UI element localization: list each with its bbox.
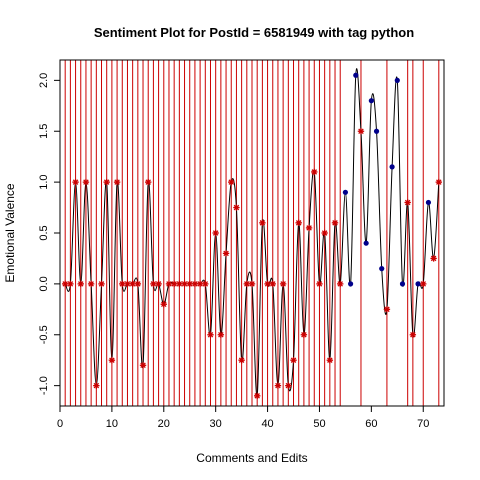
data-points xyxy=(61,72,443,400)
edit-point xyxy=(222,250,230,257)
edit-point xyxy=(253,392,261,400)
edit-point xyxy=(435,178,443,186)
vertical-marker-lines xyxy=(64,60,440,406)
y-axis-label: Emotional Valence xyxy=(3,183,17,282)
edit-point xyxy=(113,178,121,186)
y-axis: -1.0 -0.5 0.0 0.5 1.0 1.5 2.0 xyxy=(38,73,61,395)
chart-title: Sentiment Plot for PostId = 6581949 with… xyxy=(94,25,414,40)
edit-point xyxy=(217,331,225,338)
y-tick-label: 2.0 xyxy=(38,73,50,88)
edit-point xyxy=(311,168,318,176)
edit-point xyxy=(300,331,308,338)
x-tick-label: 40 xyxy=(261,418,273,430)
edit-point xyxy=(67,280,74,288)
edit-point xyxy=(290,357,297,364)
y-tick-label: -1.0 xyxy=(38,376,50,395)
x-tick-label: 60 xyxy=(365,418,377,430)
y-tick-label: 1.0 xyxy=(38,174,50,189)
edit-point xyxy=(134,280,142,288)
edit-point xyxy=(321,229,328,237)
edit-point xyxy=(181,280,188,288)
edit-point xyxy=(383,306,391,313)
comment-point xyxy=(379,266,385,272)
edit-point xyxy=(326,357,334,364)
comment-point xyxy=(342,189,349,195)
edit-point xyxy=(248,280,256,288)
edit-point xyxy=(155,280,162,288)
edit-point xyxy=(98,280,105,288)
edit-point xyxy=(238,357,245,364)
edit-point xyxy=(77,280,84,288)
edit-point xyxy=(295,219,302,227)
x-tick-label: 0 xyxy=(57,418,63,430)
comment-point xyxy=(347,281,354,287)
y-tick-label: 0.5 xyxy=(38,225,50,240)
comment-point xyxy=(373,128,380,134)
edit-point xyxy=(233,204,240,211)
edit-point xyxy=(337,280,344,288)
x-tick-label: 50 xyxy=(313,418,325,430)
y-tick-label: 1.5 xyxy=(38,124,50,139)
edit-point xyxy=(228,178,235,186)
edit-point xyxy=(93,382,100,389)
x-axis-label: Comments and Edits xyxy=(196,451,307,465)
comment-point xyxy=(415,281,421,287)
comment-point xyxy=(389,164,395,170)
edit-point xyxy=(191,280,199,288)
edit-point xyxy=(274,382,282,389)
edit-point xyxy=(404,199,411,206)
edit-point xyxy=(259,219,266,227)
edit-point xyxy=(82,178,90,186)
y-tick-label: -0.5 xyxy=(38,325,50,344)
edit-point xyxy=(430,255,437,262)
comment-point xyxy=(368,98,374,104)
edit-point xyxy=(305,224,313,232)
edit-point xyxy=(331,219,339,227)
edit-point xyxy=(357,128,365,135)
edit-point xyxy=(108,357,116,364)
edit-point xyxy=(212,229,219,237)
x-tick-label: 20 xyxy=(158,418,170,430)
edit-point xyxy=(202,280,209,288)
comment-point xyxy=(394,77,400,83)
edit-point xyxy=(316,280,323,288)
edit-point xyxy=(129,280,136,288)
edit-point xyxy=(160,301,167,308)
edit-point xyxy=(269,280,276,288)
edit-point xyxy=(72,178,79,186)
edit-point xyxy=(103,178,110,186)
comment-point xyxy=(353,72,359,78)
x-tick-label: 70 xyxy=(417,418,429,430)
edit-point xyxy=(139,362,147,369)
comment-point xyxy=(399,281,406,287)
edit-point xyxy=(409,331,417,338)
comment-point xyxy=(425,199,432,206)
edit-point xyxy=(207,331,214,338)
edit-point xyxy=(145,178,152,186)
edit-point xyxy=(285,382,292,389)
edit-point xyxy=(279,280,287,288)
edit-point xyxy=(87,280,95,288)
y-tick-label: 0.0 xyxy=(38,276,50,291)
comment-point xyxy=(363,240,369,246)
x-tick-label: 30 xyxy=(210,418,222,430)
x-axis: 0 10 20 30 40 50 60 70 xyxy=(57,405,429,430)
edit-point xyxy=(420,280,427,288)
x-tick-label: 10 xyxy=(106,418,118,430)
